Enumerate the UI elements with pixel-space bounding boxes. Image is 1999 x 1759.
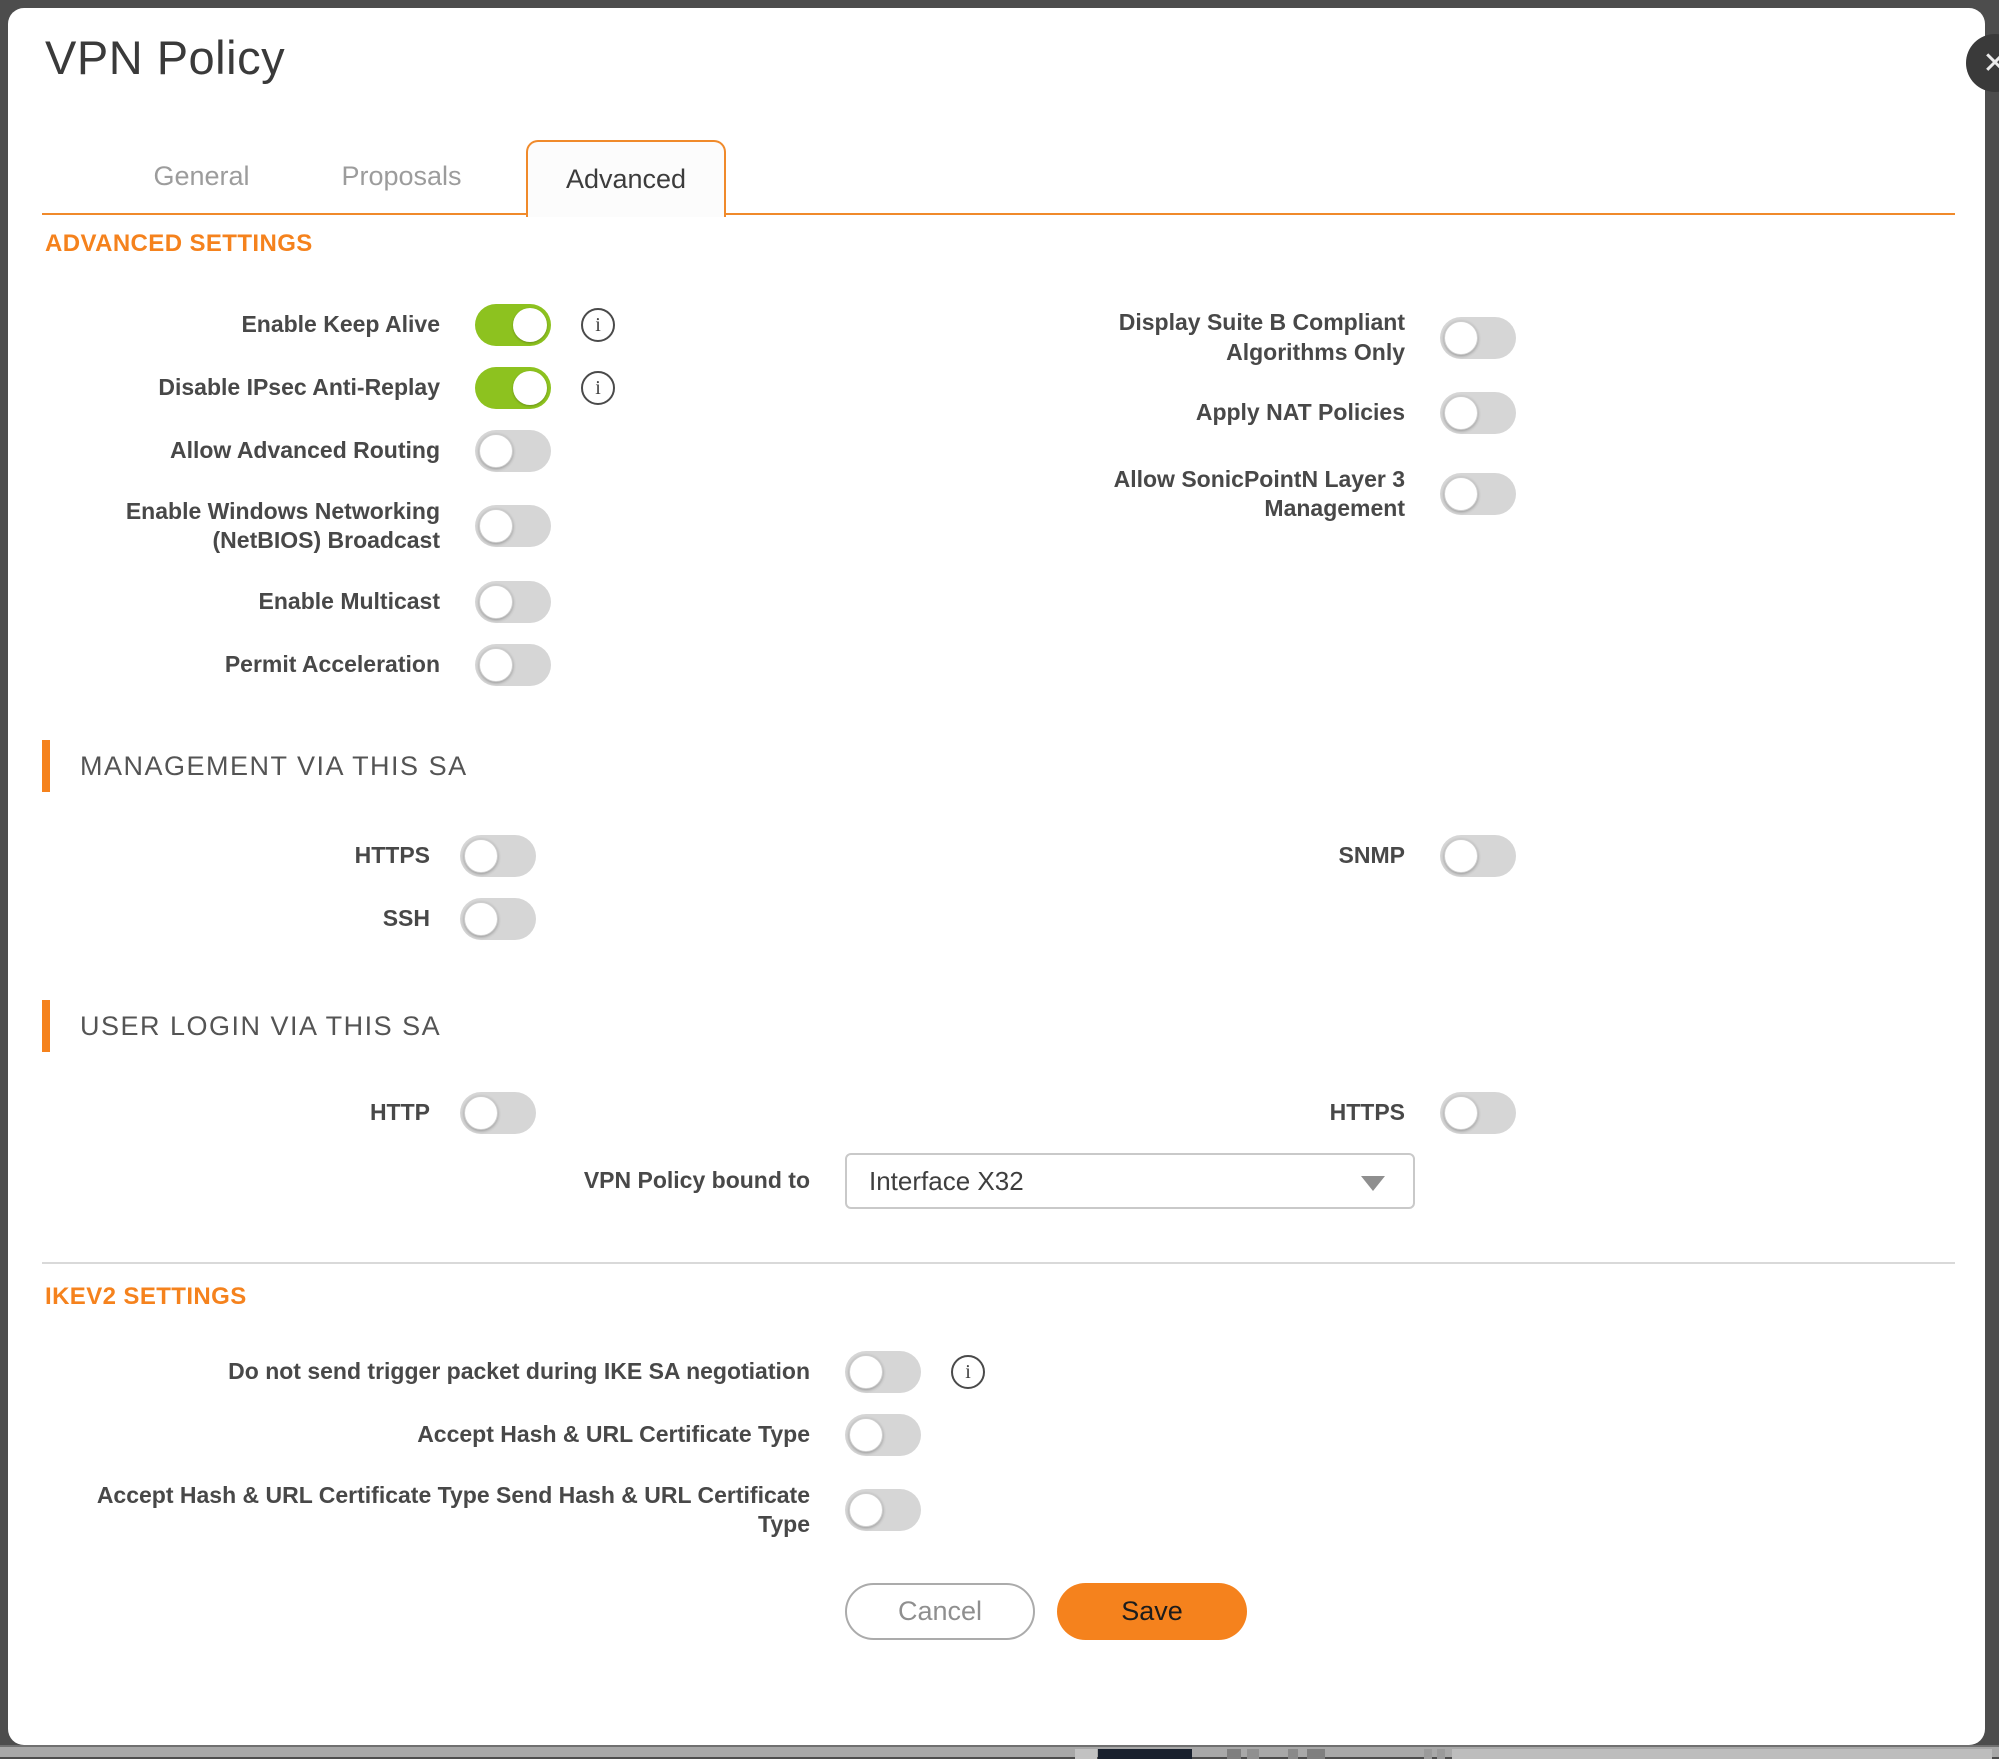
user-login-http-toggle[interactable] (460, 1091, 536, 1134)
user-login-left-column: HTTP (45, 1081, 605, 1144)
toggle-label: Permit Acceleration (224, 650, 440, 677)
toggle-label: Enable Windows Networking (NetBIOS) Broa… (125, 497, 440, 553)
toggle-row: Display Suite B Compliant Algorithms Onl… (1080, 300, 1550, 375)
toggle-row: Accept Hash & URL Certificate Type Send … (45, 1466, 1075, 1554)
toggle-label: HTTPS (354, 841, 430, 868)
do-not-send-trigger-packet-toggle[interactable] (845, 1350, 921, 1393)
user-login-via-this-sa-heading: USER LOGIN VIA THIS SA (42, 1000, 441, 1052)
enable-keep-alive-toggle[interactable] (475, 303, 551, 346)
modal-card: VPN Policy General Proposals Advanced AD… (8, 8, 1985, 1745)
cancel-button[interactable]: Cancel (845, 1583, 1035, 1640)
section-accent-bar (42, 740, 50, 792)
enable-multicast-toggle[interactable] (475, 580, 551, 623)
toggle-row: Enable Keep Alive i (45, 293, 705, 356)
user-login-right-column: HTTPS (1080, 1081, 1550, 1144)
accept-hash-url-certificate-type-toggle[interactable] (845, 1413, 921, 1456)
toggle-row: Accept Hash & URL Certificate Type (45, 1403, 1075, 1466)
toggle-label: Allow Advanced Routing (169, 436, 440, 463)
apply-nat-policies-toggle[interactable] (1440, 391, 1516, 434)
section-divider (42, 1262, 1955, 1264)
vpn-policy-bound-to-dropdown[interactable]: Interface X32 (845, 1153, 1415, 1209)
toggle-label: HTTPS (1329, 1098, 1405, 1125)
permit-acceleration-toggle[interactable] (475, 643, 551, 686)
vpn-policy-bound-to-row: VPN Policy bound to Interface X32 (45, 1153, 1415, 1209)
advanced-settings-left-column: Enable Keep Alive i Disable IPsec Anti-R… (45, 293, 705, 696)
management-via-this-sa-heading: MANAGEMENT VIA THIS SA (42, 740, 468, 792)
toggle-row: SNMP (1080, 824, 1550, 887)
toggle-row: Enable Windows Networking (NetBIOS) Broa… (45, 482, 705, 570)
toggle-label: SNMP (1338, 841, 1405, 868)
management-right-column: SNMP (1080, 824, 1550, 887)
chevron-down-icon (1361, 1176, 1385, 1191)
toggle-row: Apply NAT Policies (1080, 375, 1550, 450)
toggle-label: Enable Multicast (258, 587, 440, 614)
ikev2-settings-heading: IKEV2 SETTINGS (45, 1283, 247, 1310)
tab-bar: General Proposals Advanced (42, 140, 1955, 217)
toggle-row: Do not send trigger packet during IKE SA… (45, 1340, 1075, 1403)
info-icon[interactable]: i (581, 370, 615, 405)
info-icon[interactable]: i (581, 307, 615, 342)
toggle-row: Permit Acceleration (45, 633, 705, 696)
section-accent-bar (42, 1000, 50, 1052)
ikev2-column: Do not send trigger packet during IKE SA… (45, 1340, 1075, 1554)
toggle-label: Enable Keep Alive (241, 310, 440, 337)
tab-general[interactable]: General (153, 161, 250, 191)
advanced-settings-right-column: Display Suite B Compliant Algorithms Onl… (1080, 300, 1550, 538)
advanced-settings-heading: ADVANCED SETTINGS (45, 230, 313, 257)
toggle-label: SSH (382, 904, 430, 931)
disable-ipsec-anti-replay-toggle[interactable] (475, 366, 551, 409)
toggle-row: SSH (45, 887, 605, 950)
toggle-label: Do not send trigger packet during IKE SA… (228, 1357, 810, 1384)
toggle-label: Disable IPsec Anti-Replay (158, 373, 440, 400)
toggle-label: HTTP (369, 1098, 430, 1125)
display-suite-b-compliant-algorithms-only-toggle[interactable] (1440, 316, 1516, 359)
toggle-label: Accept Hash & URL Certificate Type Send … (96, 1481, 810, 1537)
tab-advanced[interactable]: Advanced (526, 140, 726, 217)
toggle-label: Apply NAT Policies (1195, 398, 1405, 425)
enable-windows-networking-netbios-broadcast-toggle[interactable] (475, 505, 551, 547)
management-ssh-toggle[interactable] (460, 897, 536, 940)
toggle-label: Allow SonicPointN Layer 3 Management (1113, 465, 1405, 521)
management-snmp-toggle[interactable] (1440, 834, 1516, 877)
vpn-policy-bound-to-label: VPN Policy bound to (583, 1167, 810, 1194)
toggle-row: Allow Advanced Routing (45, 419, 705, 482)
user-login-https-toggle[interactable] (1440, 1091, 1516, 1134)
management-left-column: HTTPS SSH (45, 824, 605, 950)
toggle-row: HTTP (45, 1081, 605, 1144)
info-icon[interactable]: i (951, 1354, 985, 1389)
allow-sonicpointn-layer-3-management-toggle[interactable] (1440, 473, 1516, 515)
management-https-toggle[interactable] (460, 834, 536, 877)
dropdown-selected-value: Interface X32 (869, 1165, 1024, 1196)
accept-send-hash-url-certificate-type-toggle[interactable] (845, 1489, 921, 1531)
save-button[interactable]: Save (1057, 1583, 1247, 1640)
toggle-label: Accept Hash & URL Certificate Type (417, 1420, 810, 1447)
dialog-footer: Cancel Save (845, 1583, 1247, 1640)
page-title: VPN Policy (45, 31, 286, 84)
toggle-label: Display Suite B Compliant Algorithms Onl… (1118, 309, 1405, 365)
allow-advanced-routing-toggle[interactable] (475, 429, 551, 472)
tab-proposals[interactable]: Proposals (341, 161, 462, 191)
toggle-row: HTTPS (45, 824, 605, 887)
toggle-row: Enable Multicast (45, 570, 705, 633)
toggle-row: HTTPS (1080, 1081, 1550, 1144)
toggle-row: Disable IPsec Anti-Replay i (45, 356, 705, 419)
background-page-sliver (0, 1745, 1999, 1759)
toggle-row: Allow SonicPointN Layer 3 Management (1080, 450, 1550, 538)
